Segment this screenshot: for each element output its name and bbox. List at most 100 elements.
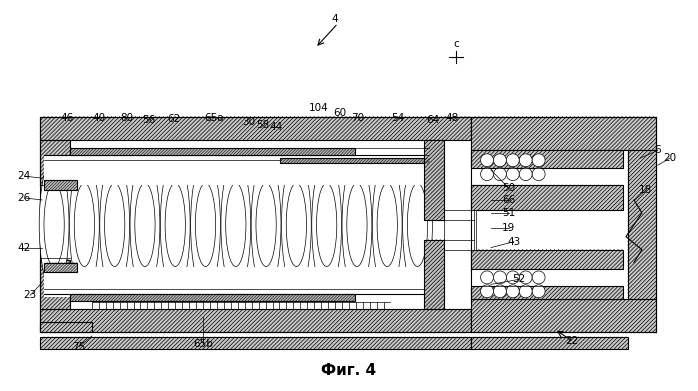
Text: 24: 24 [17, 171, 31, 181]
Ellipse shape [105, 183, 124, 267]
Text: 66: 66 [503, 195, 516, 205]
Text: Фиг. 4: Фиг. 4 [322, 363, 376, 378]
Text: 6: 6 [655, 145, 661, 155]
Circle shape [532, 154, 545, 167]
Bar [471, 286, 623, 299]
Text: 48: 48 [445, 113, 459, 122]
Text: 50: 50 [503, 183, 515, 193]
Circle shape [493, 154, 506, 167]
Bar [40, 260, 70, 309]
Circle shape [493, 168, 506, 181]
Text: 65a: 65a [204, 113, 224, 122]
Ellipse shape [317, 183, 336, 267]
Text: 19: 19 [503, 223, 516, 233]
Text: 20: 20 [663, 153, 676, 163]
Text: 26: 26 [17, 193, 31, 203]
Bar [70, 294, 355, 301]
Ellipse shape [40, 157, 68, 292]
Bar [70, 148, 355, 155]
Circle shape [506, 168, 519, 181]
Ellipse shape [191, 157, 220, 292]
Bar [424, 240, 445, 309]
Circle shape [519, 271, 532, 284]
Text: c: c [454, 39, 459, 49]
Bar [471, 150, 623, 168]
Text: 51: 51 [503, 208, 516, 218]
Ellipse shape [221, 157, 251, 292]
Text: 62: 62 [168, 113, 181, 124]
Ellipse shape [70, 157, 99, 292]
Bar [44, 180, 77, 190]
Ellipse shape [100, 157, 129, 292]
Text: 75: 75 [73, 342, 86, 352]
Ellipse shape [373, 157, 402, 292]
Ellipse shape [287, 183, 306, 267]
Bar [471, 117, 656, 150]
Ellipse shape [403, 157, 432, 292]
Text: 104: 104 [309, 102, 328, 113]
Bar [40, 117, 471, 140]
Text: 58: 58 [256, 120, 269, 129]
Bar [424, 140, 445, 220]
Circle shape [480, 271, 493, 284]
Text: 44: 44 [270, 122, 283, 133]
Text: 46: 46 [61, 113, 74, 122]
Bar [471, 299, 656, 332]
Circle shape [519, 154, 532, 167]
Ellipse shape [282, 157, 311, 292]
Text: 70: 70 [351, 113, 364, 122]
Text: 56: 56 [142, 115, 155, 125]
Text: 52: 52 [512, 274, 526, 284]
Bar [471, 185, 623, 210]
Bar [471, 249, 623, 269]
Circle shape [532, 285, 545, 298]
Ellipse shape [256, 183, 276, 267]
Ellipse shape [75, 183, 94, 267]
Text: 64: 64 [426, 115, 439, 125]
Ellipse shape [348, 183, 366, 267]
Ellipse shape [378, 183, 397, 267]
Bar [44, 262, 77, 273]
Circle shape [493, 271, 506, 284]
Ellipse shape [251, 157, 281, 292]
Text: 30: 30 [242, 117, 255, 127]
Text: 4: 4 [332, 14, 339, 24]
Ellipse shape [408, 183, 427, 267]
Bar [445, 210, 476, 249]
Bar [40, 337, 471, 349]
Text: 18: 18 [639, 185, 653, 195]
Ellipse shape [226, 183, 246, 267]
Bar [471, 150, 628, 299]
Text: 43: 43 [507, 237, 521, 247]
Bar [471, 337, 628, 349]
Bar [40, 309, 471, 332]
Text: 40: 40 [92, 113, 105, 122]
Text: 60: 60 [334, 108, 347, 118]
Text: 80: 80 [120, 113, 133, 122]
Circle shape [506, 285, 519, 298]
Ellipse shape [161, 157, 190, 292]
Circle shape [532, 168, 545, 181]
Circle shape [532, 271, 545, 284]
Bar [40, 322, 92, 332]
Circle shape [506, 271, 519, 284]
Bar [40, 140, 471, 309]
Bar [628, 150, 656, 299]
Text: 54: 54 [391, 113, 404, 122]
Bar [40, 140, 70, 185]
Circle shape [519, 168, 532, 181]
Text: 22: 22 [565, 336, 578, 346]
Bar [44, 155, 426, 185]
Ellipse shape [165, 183, 185, 267]
Ellipse shape [196, 183, 215, 267]
Circle shape [519, 285, 532, 298]
Circle shape [493, 285, 506, 298]
Bar [281, 158, 429, 163]
Ellipse shape [342, 157, 371, 292]
Text: 65b: 65b [193, 339, 213, 349]
Circle shape [506, 154, 519, 167]
Bar [44, 153, 426, 297]
Bar [44, 267, 426, 297]
Ellipse shape [45, 183, 64, 267]
Circle shape [480, 154, 493, 167]
